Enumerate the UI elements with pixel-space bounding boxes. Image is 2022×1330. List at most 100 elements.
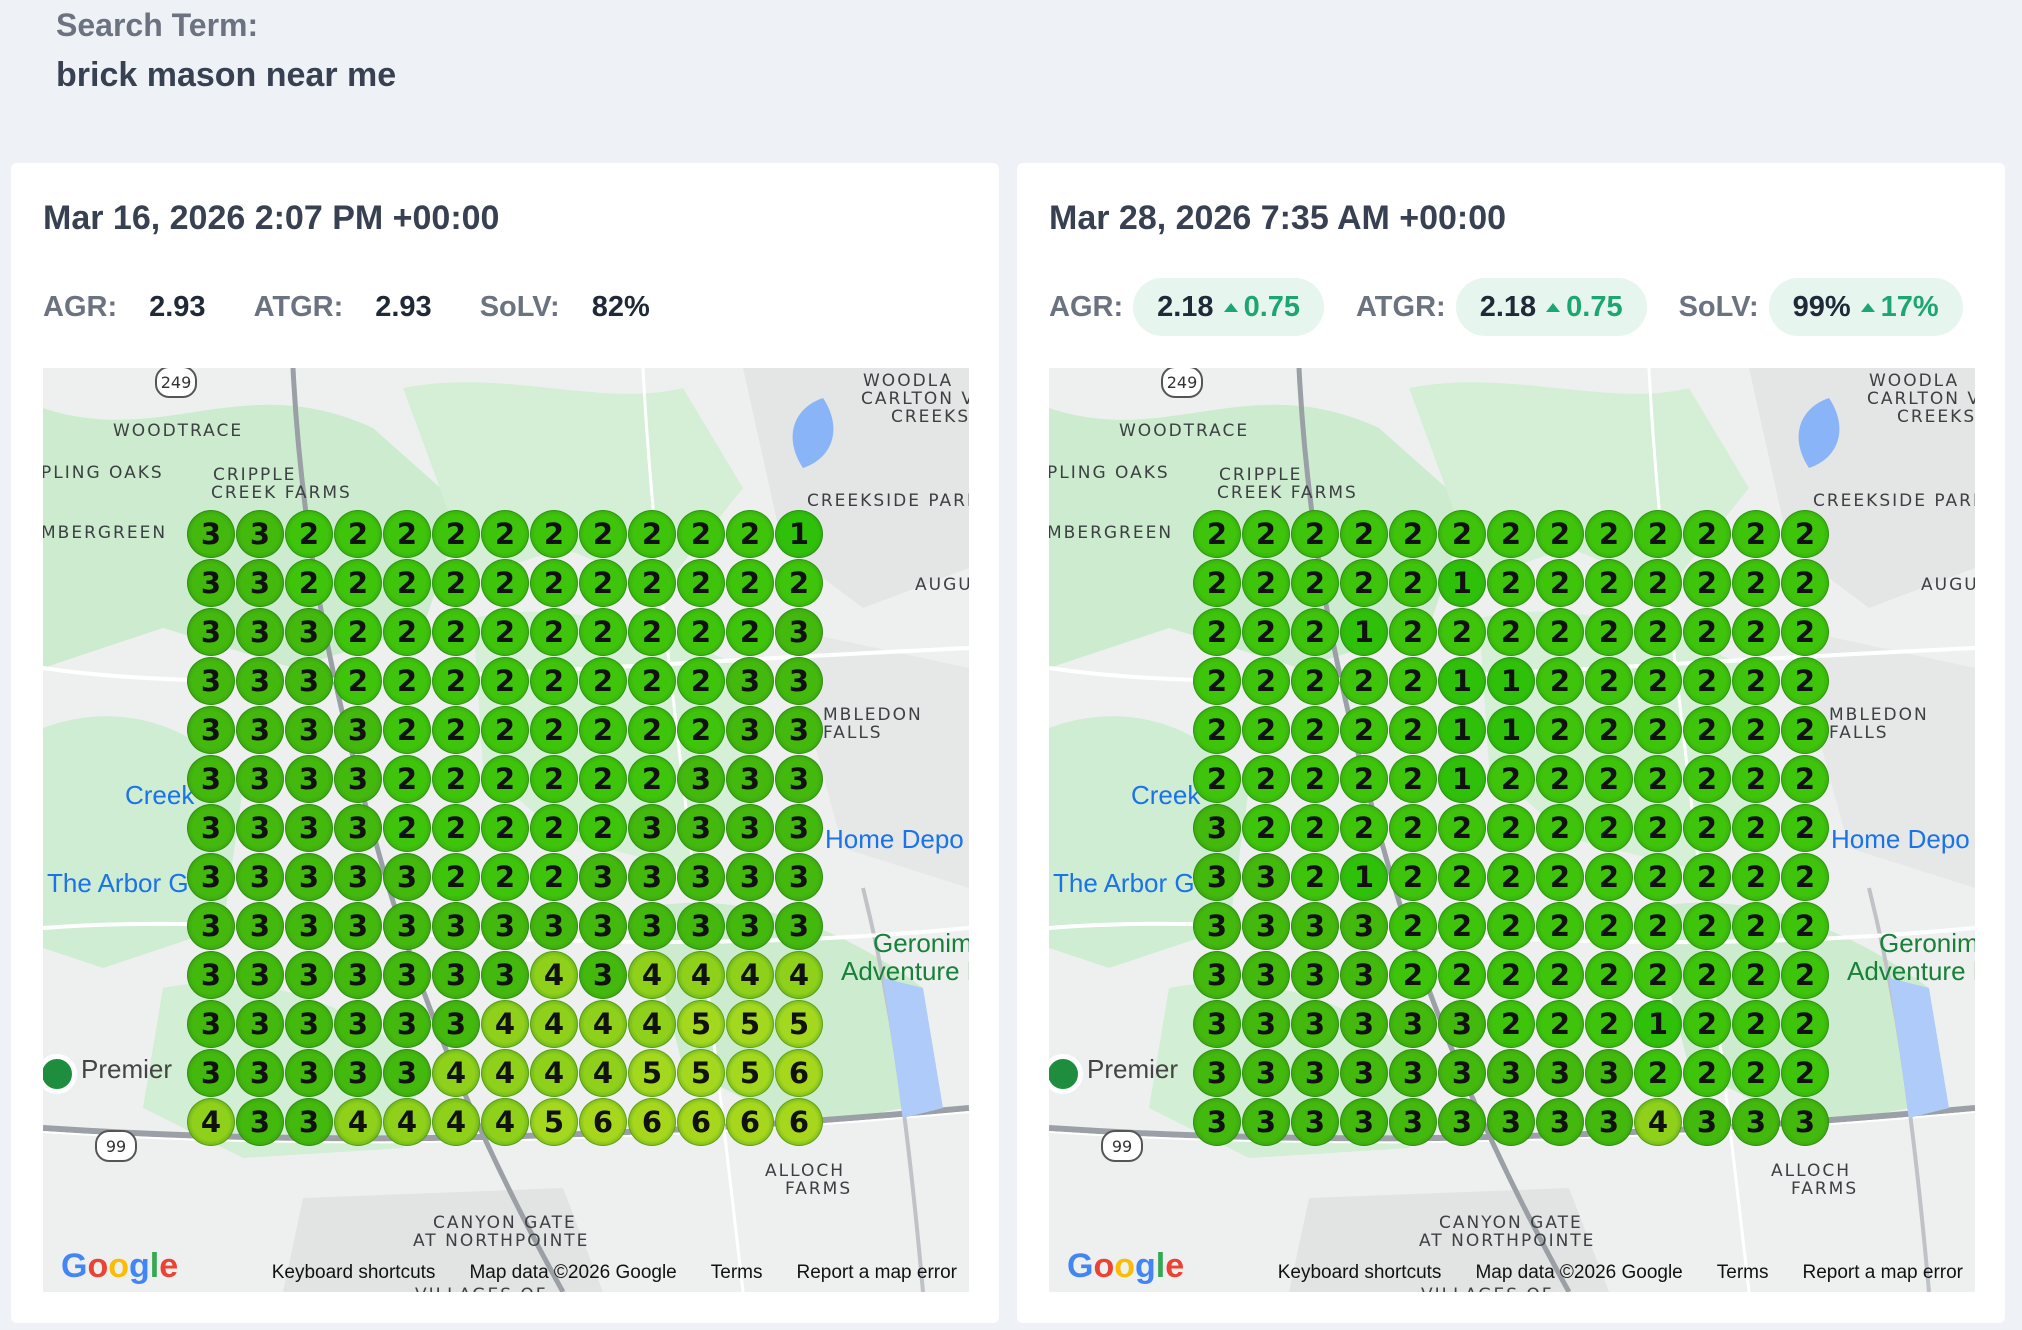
rank-pin[interactable]: 2 <box>334 510 382 558</box>
rank-pin[interactable]: 1 <box>1438 755 1486 803</box>
rank-pin[interactable]: 5 <box>775 1000 823 1048</box>
rank-pin[interactable]: 3 <box>285 608 333 656</box>
rank-pin[interactable]: 2 <box>432 657 480 705</box>
rank-pin[interactable]: 3 <box>187 804 235 852</box>
rank-pin[interactable]: 2 <box>1634 608 1682 656</box>
rank-pin[interactable]: 2 <box>530 510 578 558</box>
rank-pin[interactable]: 2 <box>1487 902 1535 950</box>
rank-pin[interactable]: 2 <box>481 608 529 656</box>
report-map-error-link[interactable]: Report a map error <box>796 1262 957 1283</box>
rank-pin[interactable]: 3 <box>1242 951 1290 999</box>
rank-pin[interactable]: 4 <box>530 1049 578 1097</box>
rank-pin[interactable]: 2 <box>1438 951 1486 999</box>
rank-pin[interactable]: 2 <box>726 559 774 607</box>
rank-pin[interactable]: 2 <box>1634 657 1682 705</box>
rank-pin[interactable]: 2 <box>579 706 627 754</box>
rank-pin[interactable]: 4 <box>1634 1098 1682 1146</box>
rank-pin[interactable]: 2 <box>334 608 382 656</box>
rank-pin[interactable]: 2 <box>1732 853 1780 901</box>
rank-pin[interactable]: 2 <box>1732 657 1780 705</box>
rank-pin[interactable]: 2 <box>1340 755 1388 803</box>
rank-pin[interactable]: 2 <box>1585 657 1633 705</box>
rank-pin[interactable]: 2 <box>1732 608 1780 656</box>
rank-pin[interactable]: 2 <box>1389 706 1437 754</box>
rank-pin[interactable]: 2 <box>481 706 529 754</box>
map-poi-label[interactable]: Adventure Pa <box>841 956 969 986</box>
rank-pin[interactable]: 2 <box>628 608 676 656</box>
rank-pin[interactable]: 2 <box>1732 1049 1780 1097</box>
rank-pin[interactable]: 2 <box>1242 510 1290 558</box>
rank-pin[interactable]: 2 <box>1536 657 1584 705</box>
rank-pin[interactable]: 4 <box>481 1049 529 1097</box>
rank-pin[interactable]: 2 <box>432 608 480 656</box>
rank-pin[interactable]: 3 <box>1732 1098 1780 1146</box>
rank-pin[interactable]: 6 <box>775 1098 823 1146</box>
rank-pin[interactable]: 2 <box>1634 559 1682 607</box>
rank-pin[interactable]: 3 <box>1242 902 1290 950</box>
rank-pin[interactable]: 2 <box>481 559 529 607</box>
rank-pin[interactable]: 2 <box>1683 902 1731 950</box>
rank-pin[interactable]: 2 <box>530 853 578 901</box>
rank-pin[interactable]: 3 <box>1438 1049 1486 1097</box>
rank-pin[interactable]: 3 <box>1585 1049 1633 1097</box>
rank-pin[interactable]: 3 <box>1193 1098 1241 1146</box>
rank-pin[interactable]: 2 <box>1242 657 1290 705</box>
rank-pin[interactable]: 2 <box>1781 853 1829 901</box>
rank-pin[interactable]: 3 <box>1340 1000 1388 1048</box>
rank-pin[interactable]: 2 <box>1291 804 1339 852</box>
rank-pin[interactable]: 6 <box>579 1098 627 1146</box>
rank-pin[interactable]: 3 <box>1291 951 1339 999</box>
rank-pin[interactable]: 5 <box>677 1049 725 1097</box>
rank-pin[interactable]: 3 <box>726 902 774 950</box>
rank-pin[interactable]: 2 <box>1585 559 1633 607</box>
rank-pin[interactable]: 3 <box>1487 1098 1535 1146</box>
rank-pin[interactable]: 2 <box>677 559 725 607</box>
rank-pin[interactable]: 3 <box>1536 1049 1584 1097</box>
map-marker-icon[interactable] <box>43 1054 77 1094</box>
rank-pin[interactable]: 2 <box>285 559 333 607</box>
rank-pin[interactable]: 4 <box>579 1049 627 1097</box>
rank-pin[interactable]: 3 <box>236 1049 284 1097</box>
map-poi-label[interactable]: Creek <box>125 780 195 810</box>
rank-pin[interactable]: 2 <box>1732 804 1780 852</box>
rank-pin[interactable]: 2 <box>1683 510 1731 558</box>
rank-pin[interactable]: 2 <box>1536 559 1584 607</box>
rank-pin[interactable]: 2 <box>1781 1000 1829 1048</box>
rank-pin[interactable]: 2 <box>1585 902 1633 950</box>
rank-pin[interactable]: 2 <box>530 559 578 607</box>
rank-pin[interactable]: 4 <box>481 1000 529 1048</box>
rank-pin[interactable]: 3 <box>1340 1098 1388 1146</box>
rank-pin[interactable]: 2 <box>432 804 480 852</box>
rank-pin[interactable]: 3 <box>1242 1098 1290 1146</box>
rank-pin[interactable]: 3 <box>187 1049 235 1097</box>
map-poi-label[interactable]: Geronim <box>1879 928 1975 958</box>
rank-pin[interactable]: 3 <box>1340 902 1388 950</box>
rank-pin[interactable]: 2 <box>1389 608 1437 656</box>
rank-pin[interactable]: 2 <box>1536 951 1584 999</box>
rank-pin[interactable]: 2 <box>1487 755 1535 803</box>
rank-pin[interactable]: 2 <box>432 559 480 607</box>
rank-pin[interactable]: 3 <box>187 559 235 607</box>
rank-pin[interactable]: 3 <box>285 1098 333 1146</box>
rank-pin[interactable]: 3 <box>236 853 284 901</box>
rank-pin[interactable]: 2 <box>1487 804 1535 852</box>
rank-pin[interactable]: 4 <box>187 1098 235 1146</box>
rank-pin[interactable]: 3 <box>726 706 774 754</box>
rank-pin[interactable]: 3 <box>677 804 725 852</box>
rank-pin[interactable]: 2 <box>1438 902 1486 950</box>
rank-pin[interactable]: 2 <box>1585 608 1633 656</box>
rank-pin[interactable]: 2 <box>530 608 578 656</box>
rank-pin[interactable]: 3 <box>285 657 333 705</box>
rank-pin[interactable]: 2 <box>1781 951 1829 999</box>
rank-pin[interactable]: 2 <box>1340 559 1388 607</box>
rank-pin[interactable]: 2 <box>1242 755 1290 803</box>
rank-pin[interactable]: 2 <box>481 755 529 803</box>
rank-pin[interactable]: 2 <box>1291 853 1339 901</box>
rank-pin[interactable]: 3 <box>236 804 284 852</box>
rank-pin[interactable]: 2 <box>1389 559 1437 607</box>
rank-pin[interactable]: 3 <box>285 853 333 901</box>
rank-pin[interactable]: 3 <box>677 853 725 901</box>
rank-pin[interactable]: 2 <box>1487 951 1535 999</box>
rank-pin[interactable]: 2 <box>1634 804 1682 852</box>
rank-pin[interactable]: 2 <box>579 510 627 558</box>
